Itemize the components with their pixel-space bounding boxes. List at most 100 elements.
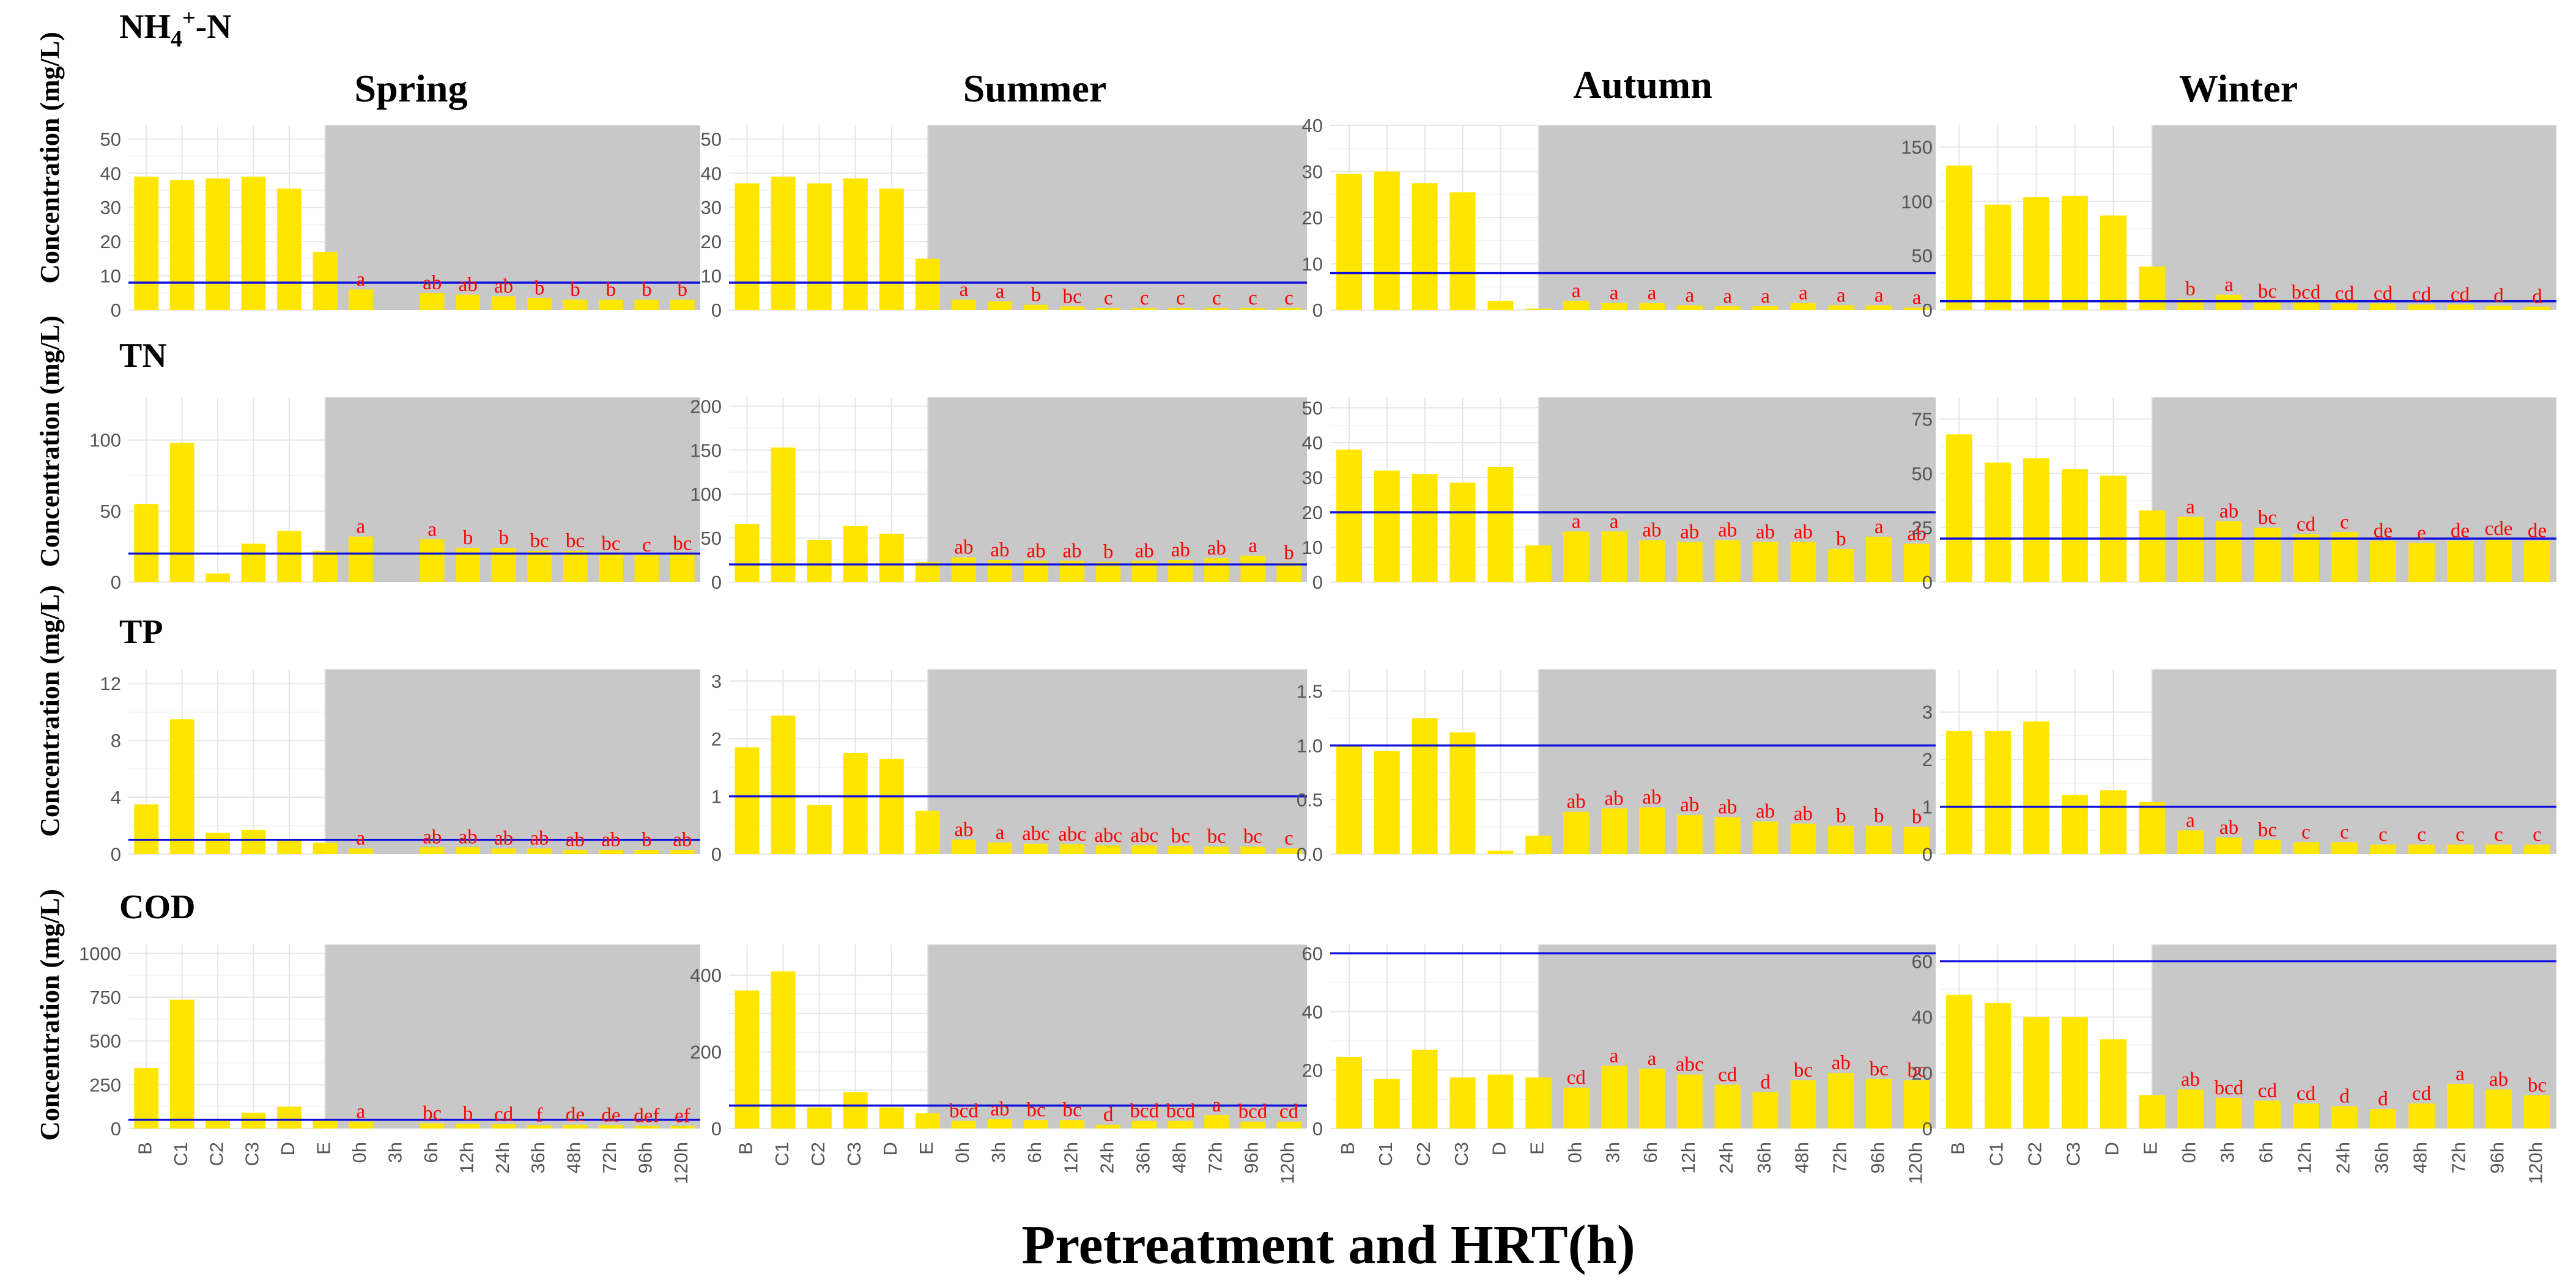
bar — [843, 1092, 868, 1129]
y-tick-label: 8 — [111, 730, 121, 751]
x-tick-label: 12h — [2294, 1142, 2315, 1174]
bar — [2293, 534, 2319, 582]
significance-letter: a — [357, 1101, 366, 1123]
bar — [1336, 174, 1362, 310]
y-tick-label: 40 — [1912, 1007, 1933, 1028]
bar — [1525, 1077, 1552, 1129]
x-tick-label: 0h — [952, 1142, 973, 1163]
y-tick-label: 3 — [711, 671, 722, 692]
significance-letter: cd — [1279, 1101, 1299, 1123]
significance-letter: ab — [990, 539, 1009, 561]
y-tick-label: 20 — [1302, 207, 1323, 229]
bar — [1240, 846, 1265, 854]
bar — [1449, 482, 1476, 582]
y-tick-label: 0 — [111, 844, 121, 865]
x-tick-label: 36h — [2371, 1142, 2393, 1174]
bar — [1946, 165, 1972, 310]
bar — [771, 715, 796, 854]
y-tick-label: 100 — [690, 484, 722, 505]
significance-letter: c — [2494, 824, 2503, 846]
bar — [843, 178, 868, 310]
bar — [771, 447, 796, 582]
bar — [134, 1068, 159, 1129]
bar — [2524, 1095, 2550, 1129]
season-title-autumn: Autumn — [1573, 63, 1712, 106]
significance-letter: abc — [1094, 825, 1122, 847]
bar — [2293, 842, 2319, 854]
bar — [634, 1125, 659, 1129]
bar — [1060, 844, 1085, 854]
bar — [1276, 562, 1301, 582]
y-tick-label: 50 — [100, 128, 121, 150]
x-tick-label: 120h — [670, 1142, 692, 1184]
y-tick-label: 20 — [1912, 1063, 1933, 1084]
bar — [2447, 1084, 2473, 1129]
x-tick-label: 24h — [2333, 1142, 2354, 1174]
significance-letter: de — [2374, 520, 2393, 542]
param-label-nh4: NH4+-N — [119, 6, 232, 52]
bar — [1449, 1077, 1476, 1129]
bar — [313, 842, 338, 854]
significance-letter: a — [996, 281, 1005, 303]
bar — [771, 971, 796, 1129]
significance-letter: b — [1031, 284, 1042, 306]
bar — [205, 1119, 230, 1129]
y-axis-label-row-4: Concentration (mg/L) — [35, 889, 65, 1141]
significance-letter: a — [1648, 1048, 1657, 1070]
significance-letter: bc — [423, 1102, 442, 1124]
significance-letter: a — [357, 268, 366, 290]
significance-letter: bc — [601, 533, 620, 555]
bar — [951, 1121, 976, 1129]
bar — [1168, 560, 1193, 582]
significance-letter: ab — [1207, 537, 1226, 559]
significance-letter: b — [498, 527, 509, 549]
significance-letter: def — [634, 1105, 659, 1127]
bar — [2524, 540, 2550, 582]
bar — [1487, 850, 1514, 854]
bar — [313, 1119, 338, 1129]
bar — [527, 1125, 552, 1129]
bar — [1866, 1078, 1892, 1129]
bar — [2293, 1103, 2319, 1129]
bar — [1449, 192, 1476, 310]
x-tick-label: B — [134, 1142, 155, 1155]
significance-letter: d — [2493, 285, 2504, 307]
significance-letter: ab — [459, 274, 478, 296]
bar — [205, 178, 230, 310]
bar — [205, 833, 230, 854]
bar — [599, 553, 623, 582]
significance-letter: b — [642, 829, 652, 851]
y-tick-label: 20 — [701, 231, 722, 252]
y-tick-label: 500 — [89, 1031, 121, 1052]
significance-letter: ab — [1567, 791, 1586, 813]
bar — [2216, 521, 2242, 582]
significance-letter: c — [2340, 511, 2349, 533]
significance-letter: ab — [1680, 794, 1699, 816]
shaded-region — [325, 669, 700, 854]
bar — [2216, 1097, 2242, 1129]
param-label-cod: COD — [119, 888, 195, 926]
shaded-region — [1538, 125, 1936, 310]
significance-letter: abc — [1058, 823, 1086, 845]
bar — [951, 300, 976, 310]
bar — [2447, 304, 2473, 310]
y-tick-label: 30 — [1302, 467, 1323, 488]
y-tick-label: 10 — [1302, 537, 1323, 558]
y-tick-label: 0 — [111, 1118, 121, 1140]
significance-letter: a — [357, 828, 366, 850]
bar — [1023, 1120, 1049, 1129]
x-tick-label: 96h — [1241, 1142, 1262, 1174]
y-tick-label: 40 — [701, 163, 722, 184]
significance-letter: bc — [673, 533, 692, 555]
bar — [2254, 839, 2281, 854]
bar — [1276, 848, 1301, 854]
bar — [1412, 718, 1438, 854]
significance-letter: a — [1572, 510, 1581, 532]
significance-letter: a — [1212, 1094, 1221, 1116]
bar — [1487, 1074, 1514, 1129]
bar — [1168, 1121, 1193, 1129]
